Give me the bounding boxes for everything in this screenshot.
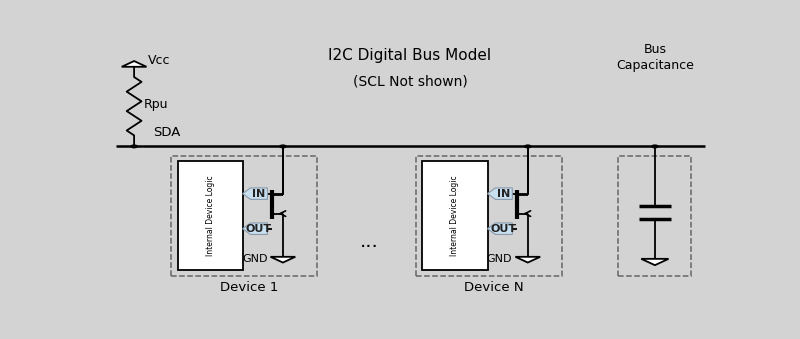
- Text: OUT: OUT: [246, 224, 272, 234]
- Circle shape: [131, 145, 138, 148]
- Bar: [178, 161, 242, 271]
- Text: IN: IN: [252, 188, 266, 199]
- Circle shape: [525, 145, 531, 148]
- Text: (SCL Not shown): (SCL Not shown): [353, 74, 467, 88]
- Bar: [171, 156, 317, 276]
- Text: Device 1: Device 1: [220, 281, 278, 294]
- Polygon shape: [487, 188, 512, 199]
- Text: Internal Device Logic: Internal Device Logic: [450, 175, 459, 256]
- Text: IN: IN: [498, 188, 510, 199]
- Text: Internal Device Logic: Internal Device Logic: [206, 175, 214, 256]
- Polygon shape: [642, 259, 669, 265]
- Text: Bus
Capacitance: Bus Capacitance: [616, 43, 694, 72]
- Text: SDA: SDA: [153, 125, 180, 139]
- Text: Rpu: Rpu: [143, 98, 168, 111]
- Polygon shape: [242, 223, 267, 235]
- Text: Vcc: Vcc: [148, 54, 170, 67]
- Circle shape: [280, 145, 286, 148]
- Circle shape: [652, 145, 658, 148]
- Text: OUT: OUT: [491, 224, 517, 234]
- Polygon shape: [122, 61, 146, 67]
- Text: Device N: Device N: [464, 281, 523, 294]
- Text: GND: GND: [486, 255, 512, 264]
- Polygon shape: [515, 257, 540, 262]
- Text: GND: GND: [242, 255, 267, 264]
- Text: ...: ...: [360, 232, 379, 251]
- Bar: [618, 156, 691, 276]
- Text: I2C Digital Bus Model: I2C Digital Bus Model: [329, 47, 491, 62]
- Bar: [422, 161, 487, 271]
- Bar: [416, 156, 562, 276]
- Polygon shape: [242, 188, 267, 199]
- Polygon shape: [487, 223, 512, 235]
- Polygon shape: [270, 257, 295, 262]
